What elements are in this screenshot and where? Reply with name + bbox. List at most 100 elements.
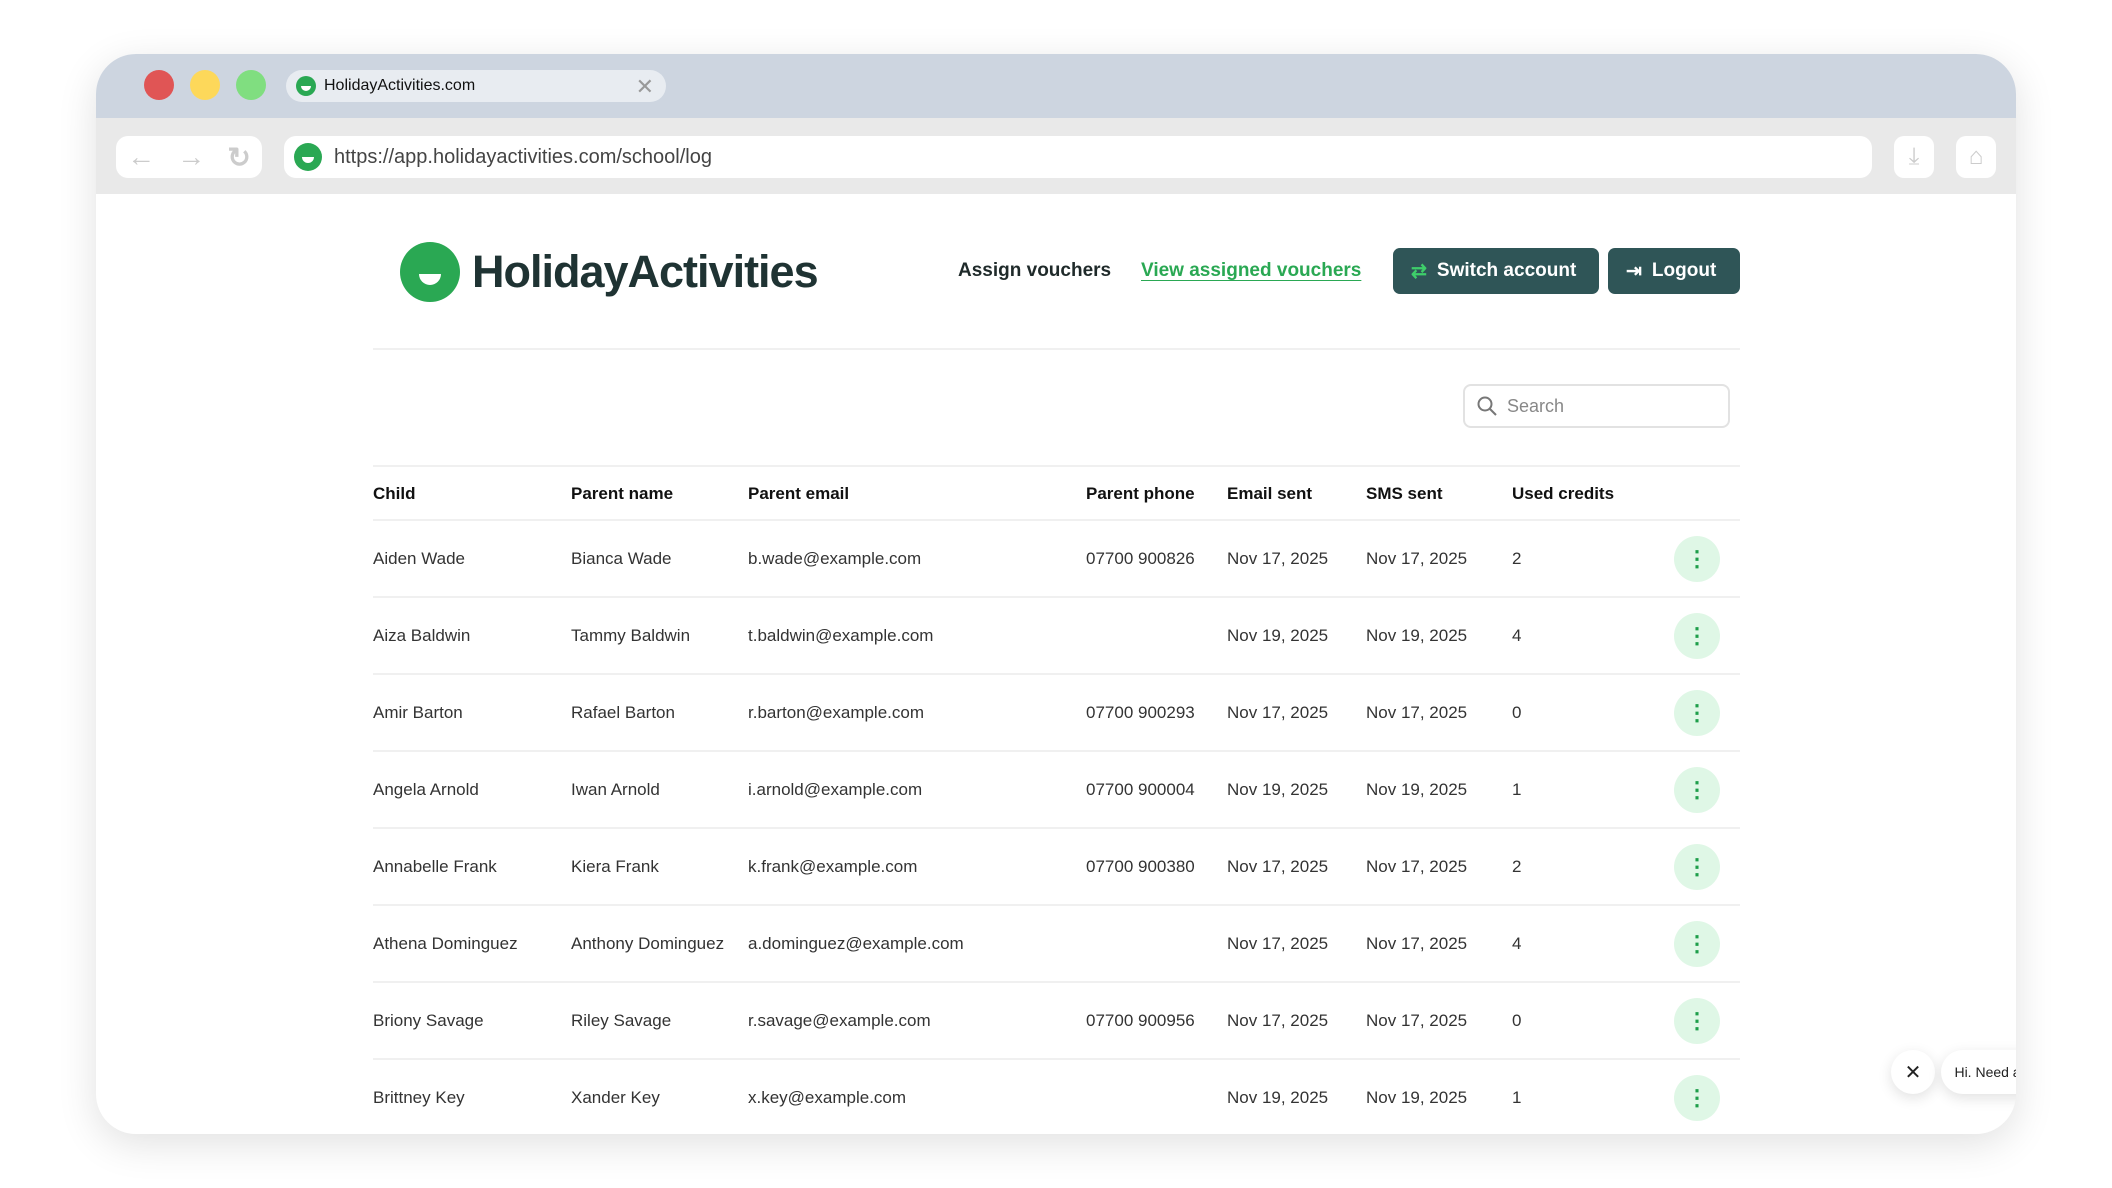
search-placeholder: Search [1507,395,1565,416]
table-cell: 07700 900956 [1086,1011,1195,1030]
browser-window: HolidayActivities.com ✕ ← → ↻ https://ap… [96,54,2016,1134]
table-cell: i.arnold@example.com [748,780,923,799]
table-cell: Tammy Baldwin [571,626,691,645]
reload-icon[interactable]: ↻ [227,141,251,173]
row-actions-menu-icon[interactable]: ⋮ [1674,921,1720,967]
row-actions-menu-icon[interactable]: ⋮ [1674,767,1720,813]
nav-assign-vouchers[interactable]: Assign vouchers [958,260,1112,281]
column-header[interactable]: Parent phone [1086,484,1195,503]
row-divider [373,750,1740,752]
tab-title: HolidayActivities.com [324,77,476,94]
table-cell: Anthony Dominguez [571,934,725,953]
row-divider [373,981,1740,983]
table-cell: 4 [1512,626,1522,645]
tab-bar: HolidayActivities.com ✕ [96,54,2016,118]
table-cell: 07700 900293 [1086,703,1195,722]
url-text: https://app.holidayactivities.com/school… [334,145,712,168]
switch-account-button[interactable]: ⇄ Switch account [1393,248,1599,294]
logout-button[interactable]: ⇥ Logout [1608,248,1740,294]
table-cell: r.savage@example.com [748,1011,931,1030]
table-cell: Kiera Frank [571,857,659,876]
table-cell: 07700 900826 [1086,549,1195,568]
row-divider [373,904,1740,906]
back-icon[interactable]: ← [127,141,156,172]
table-cell: 07700 900004 [1086,780,1195,799]
table-cell: Nov 17, 2025 [1227,703,1329,722]
table-cell: Annabelle Frank [373,857,497,876]
logo-text: HolidayActivities [472,246,819,297]
table-cell: Riley Savage [571,1011,672,1030]
column-header[interactable]: Child [373,484,416,503]
chat-greeting[interactable]: Hi. Need any help? [1941,1050,2016,1094]
url-bar[interactable]: https://app.holidayactivities.com/school… [284,136,1872,178]
table-cell: Nov 17, 2025 [1366,703,1468,722]
table-cell: x.key@example.com [748,1088,907,1107]
download-icon[interactable]: ⤓ [1894,136,1934,178]
minimize-window-button[interactable] [190,70,220,100]
table-cell: Nov 17, 2025 [1366,857,1468,876]
browser-tab[interactable]: HolidayActivities.com ✕ [286,70,666,102]
row-actions-menu-icon[interactable]: ⋮ [1674,690,1720,736]
table-cell: a.dominguez@example.com [748,934,964,953]
table-cell: 1 [1512,1088,1522,1107]
table-cell: 2 [1512,549,1522,568]
row-divider [373,673,1740,675]
table-cell: 0 [1512,703,1522,722]
table-cell: Nov 19, 2025 [1227,626,1329,645]
logo-smile-icon [400,242,460,302]
row-divider [373,1058,1740,1060]
table-cell: Brittney Key [373,1088,465,1107]
nav-view-assigned-vouchers[interactable]: View assigned vouchers [1141,260,1362,281]
header-border [373,519,1740,521]
row-actions-menu-icon[interactable]: ⋮ [1674,536,1720,582]
table-cell: 2 [1512,857,1522,876]
table-cell: Nov 19, 2025 [1366,1088,1468,1107]
column-header[interactable]: Parent email [748,484,850,503]
search-input[interactable]: Search [1463,384,1730,428]
table-cell: 0 [1512,1011,1522,1030]
table-cell: Aiza Baldwin [373,626,471,645]
dismiss-chat-icon[interactable]: ✕ [1891,1050,1935,1094]
logout-icon: ⇥ [1626,260,1642,282]
table-cell: Aiden Wade [373,549,465,568]
column-header[interactable]: SMS sent [1366,484,1443,503]
column-header[interactable]: Parent name [571,484,674,503]
row-actions-menu-icon[interactable]: ⋮ [1674,844,1720,890]
table-cell: Nov 17, 2025 [1227,549,1329,568]
table-cell: Angela Arnold [373,780,479,799]
table-cell: r.barton@example.com [748,703,925,722]
close-window-button[interactable] [144,70,174,100]
forward-icon[interactable]: → [177,141,206,172]
table-cell: Nov 19, 2025 [1366,780,1468,799]
table-cell: Nov 17, 2025 [1366,1011,1468,1030]
row-actions-menu-icon[interactable]: ⋮ [1674,998,1720,1044]
home-icon[interactable]: ⌂ [1956,136,1996,178]
close-tab-icon[interactable]: ✕ [635,74,654,99]
column-header[interactable]: Used credits [1512,484,1615,503]
row-divider [373,596,1740,598]
table-cell: Bianca Wade [571,549,672,568]
site-icon [294,143,322,171]
table-cell: 07700 900380 [1086,857,1195,876]
row-actions-menu-icon[interactable]: ⋮ [1674,613,1720,659]
favicon-icon [296,76,316,96]
table-cell: t.baldwin@example.com [748,626,934,645]
nav-buttons: ← → ↻ [116,136,262,178]
table-cell: Iwan Arnold [571,780,660,799]
table-cell: Rafael Barton [571,703,675,722]
maximize-window-button[interactable] [236,70,266,100]
table-cell: Briony Savage [373,1011,484,1030]
table-cell: Nov 17, 2025 [1227,934,1329,953]
row-actions-menu-icon[interactable]: ⋮ [1674,1075,1720,1121]
switch-icon: ⇄ [1411,260,1427,282]
table-cell: Nov 19, 2025 [1227,780,1329,799]
address-row: ← → ↻ https://app.holidayactivities.com/… [96,118,2016,194]
column-header[interactable]: Email sent [1227,484,1313,503]
table-cell: Nov 17, 2025 [1366,934,1468,953]
logout-label: Logout [1651,260,1717,281]
table-cell: Xander Key [571,1088,660,1107]
logo[interactable]: HolidayActivities [400,242,819,302]
table-cell: Amir Barton [373,703,463,722]
table-cell: Nov 19, 2025 [1366,626,1468,645]
table-cell: k.frank@example.com [748,857,918,876]
